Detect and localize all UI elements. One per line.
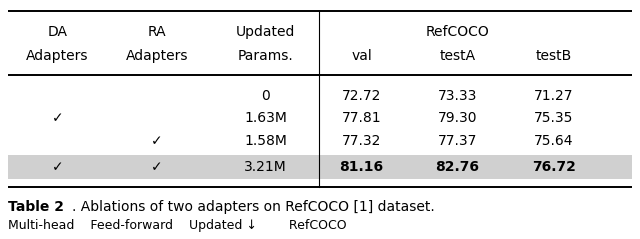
Text: testA: testA	[440, 49, 476, 63]
Text: Multi-head    Feed-forward    Updated ↓        RefCOCO: Multi-head Feed-forward Updated ↓ RefCOC…	[8, 219, 346, 232]
Text: 77.32: 77.32	[342, 134, 381, 148]
Text: 3.21M: 3.21M	[244, 160, 287, 174]
Text: 75.64: 75.64	[534, 134, 573, 148]
Text: 75.35: 75.35	[534, 111, 573, 125]
Text: Table 2: Table 2	[8, 200, 64, 214]
Text: 76.72: 76.72	[532, 160, 575, 174]
Text: ✓: ✓	[52, 160, 63, 174]
Text: Adapters: Adapters	[26, 49, 89, 63]
Text: 72.72: 72.72	[342, 89, 381, 103]
Text: DA: DA	[47, 25, 68, 39]
Text: 71.27: 71.27	[534, 89, 573, 103]
Text: ✓: ✓	[151, 134, 163, 148]
Text: 77.81: 77.81	[342, 111, 381, 125]
Text: 73.33: 73.33	[438, 89, 477, 103]
Text: Adapters: Adapters	[125, 49, 188, 63]
Text: 1.63M: 1.63M	[244, 111, 287, 125]
Text: 81.16: 81.16	[340, 160, 383, 174]
Text: Updated: Updated	[236, 25, 295, 39]
Text: 82.76: 82.76	[436, 160, 479, 174]
Text: RefCOCO: RefCOCO	[426, 25, 490, 39]
Text: RA: RA	[147, 25, 166, 39]
Text: 77.37: 77.37	[438, 134, 477, 148]
Text: 79.30: 79.30	[438, 111, 477, 125]
Text: 0: 0	[261, 89, 270, 103]
Text: 1.58M: 1.58M	[244, 134, 287, 148]
Text: val: val	[351, 49, 372, 63]
Bar	[8, 155, 632, 179]
Text: ✓: ✓	[52, 111, 63, 125]
Text: Params.: Params.	[237, 49, 294, 63]
Text: . Ablations of two adapters on RefCOCO [1] dataset.: . Ablations of two adapters on RefCOCO […	[72, 200, 435, 214]
Text: ✓: ✓	[151, 160, 163, 174]
Text: testB: testB	[536, 49, 572, 63]
